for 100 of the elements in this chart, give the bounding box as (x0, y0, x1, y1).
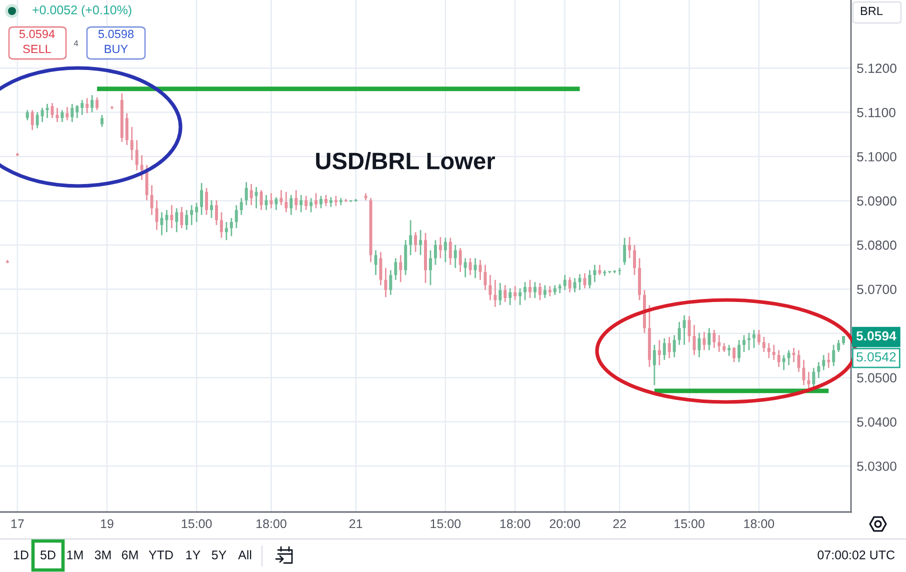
text: 5D (40, 550, 56, 560)
candlestick (623, 237, 626, 266)
candlestick (260, 189, 263, 211)
x-tick-label: 18:00 (256, 519, 286, 528)
candlestick (688, 315, 691, 343)
text: 5Y (212, 550, 226, 560)
candlestick (190, 204, 194, 226)
x-tick-label: 15:00 (674, 519, 704, 528)
candlestick (414, 231, 418, 253)
candlestick (747, 332, 750, 351)
candlestick (802, 359, 806, 386)
candlestick (508, 288, 512, 306)
candlestick (214, 200, 218, 226)
text: 07:00:02 UTC (818, 550, 895, 560)
candlestick (782, 354, 786, 371)
candlestick (822, 354, 826, 371)
candlestick (558, 283, 562, 294)
candlestick (205, 187, 208, 216)
candlestick (130, 126, 134, 161)
annotation: BUY (104, 44, 128, 54)
y-tick-label: 5.1000 (857, 152, 896, 162)
candlestick (464, 258, 467, 278)
x-tick-label: 18:00 (744, 519, 774, 528)
candlestick (777, 349, 780, 368)
candlestick (474, 258, 477, 279)
candlestick (488, 274, 492, 301)
candlestick (792, 347, 796, 363)
candlestick (668, 336, 671, 359)
candlestick (36, 112, 39, 129)
candlestick (628, 236, 632, 259)
candlestick (304, 195, 308, 211)
candlestick (698, 332, 701, 358)
candlestick (294, 189, 298, 211)
candlestick (678, 321, 681, 346)
candlestick (240, 197, 243, 216)
candlestick (399, 254, 402, 283)
text: 5.0542 (856, 352, 896, 362)
candlestick (314, 192, 318, 209)
candlestick (484, 264, 487, 291)
y-tick-label: 5.0300 (857, 462, 896, 471)
candlestick (633, 244, 636, 276)
candlestick (280, 189, 283, 206)
candlestick (578, 273, 582, 291)
candlestick (553, 284, 556, 296)
annotation: 5.0598 (98, 30, 134, 38)
text: 1M (67, 550, 83, 560)
candlestick (170, 204, 174, 229)
candlestick (56, 107, 59, 123)
y-tick-label: 5.0400 (857, 417, 896, 427)
candlestick (588, 269, 592, 289)
candlestick (524, 281, 527, 301)
x-tick-label: 22 (613, 519, 626, 528)
candlestick (30, 109, 34, 131)
candlestick (160, 212, 164, 236)
candlestick (419, 229, 422, 256)
candlestick (438, 236, 442, 259)
candlestick (568, 276, 572, 293)
candlestick (290, 194, 293, 216)
candlestick (658, 339, 661, 366)
candlestick (448, 237, 452, 266)
candlestick (528, 279, 532, 299)
candlestick (389, 269, 392, 296)
candlestick (652, 344, 656, 386)
x-tick-label: 15:00 (182, 519, 212, 528)
candlestick (90, 94, 94, 113)
y-tick-label: 5.0700 (857, 284, 896, 294)
candlestick (543, 284, 546, 299)
candlestick (274, 196, 278, 211)
candlestick (329, 196, 332, 208)
candlestick (692, 324, 696, 356)
candlestick (593, 264, 596, 283)
candlestick (458, 247, 462, 273)
candlestick (757, 329, 760, 346)
candlestick (76, 104, 79, 119)
text: 6M (122, 550, 138, 560)
y-tick-label: 5.0800 (857, 240, 896, 250)
candlestick (140, 154, 144, 181)
candlestick (573, 277, 576, 293)
text: USD/BRL Lower (316, 152, 495, 170)
candlestick (244, 181, 248, 206)
candlestick (817, 361, 820, 379)
x-tick-label: 15:00 (430, 519, 461, 528)
candlestick (742, 334, 746, 353)
candlestick (165, 209, 168, 233)
x-tick-label: 18:00 (500, 519, 530, 528)
candlestick (732, 346, 736, 363)
candlestick (712, 329, 716, 349)
candlestick (100, 114, 104, 128)
y-tick-label: 5.0500 (857, 373, 896, 382)
candlestick (738, 339, 741, 363)
candlestick (220, 212, 223, 239)
candlestick (195, 202, 198, 223)
candlestick (135, 139, 138, 171)
candlestick (807, 371, 810, 389)
candlestick (494, 279, 497, 308)
candlestick (40, 107, 44, 123)
candlestick (444, 237, 447, 263)
candlestick (832, 344, 836, 367)
annotation: 4 (74, 40, 78, 46)
annotation: +0.0052 (+0.10%) (32, 5, 132, 17)
